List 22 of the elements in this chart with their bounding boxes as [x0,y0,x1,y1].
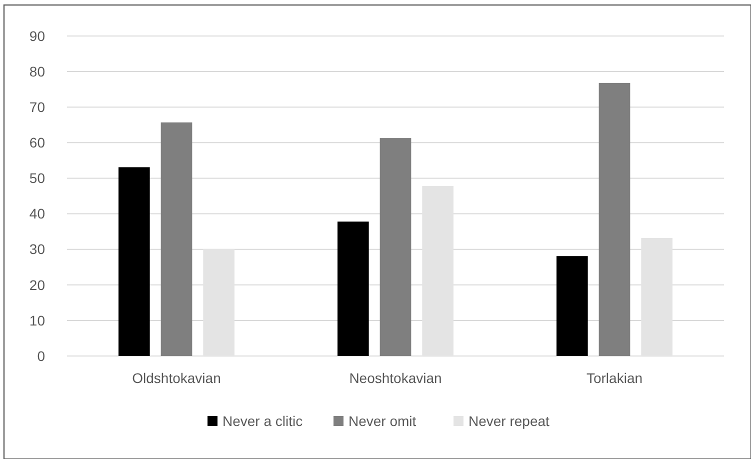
y-tick-label: 40 [29,206,46,222]
y-tick-label: 70 [29,99,46,116]
y-tick-label: 90 [29,28,46,44]
y-tick-label: 60 [29,134,46,151]
y-tick-label: 80 [29,63,46,80]
bar [160,122,192,356]
bar [380,138,412,356]
x-tick-label: Neoshtokavian [349,370,442,386]
y-tick-label: 20 [29,276,46,293]
legend-label: Never a clitic [222,412,303,429]
bar [598,82,630,356]
bar [556,256,588,356]
y-tick-label: 10 [29,312,46,328]
y-tick-label: 50 [29,170,46,186]
legend-label: Never omit [348,412,416,429]
y-tick-label: 0 [37,348,46,364]
x-tick-label: Oldshtokavian [132,370,221,386]
bar [118,167,150,356]
y-tick-label: 30 [29,241,46,258]
bar [337,222,369,356]
x-tick-label: Torlakian [586,370,643,386]
legend-label: Never repeat [468,412,550,429]
